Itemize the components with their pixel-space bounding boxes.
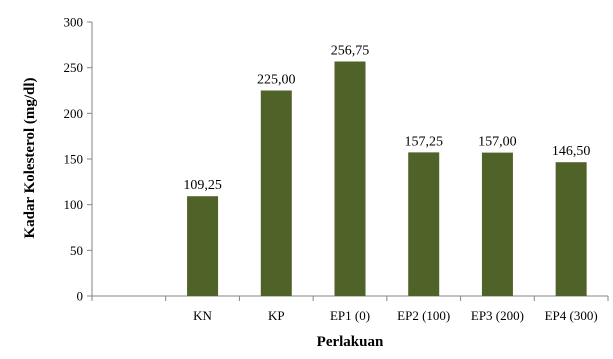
data-label: 157,00 xyxy=(478,135,517,150)
data-label: 225,00 xyxy=(257,73,296,88)
data-label: 109,25 xyxy=(183,178,222,193)
bar xyxy=(334,61,366,297)
x-axis-title: Perlakuan xyxy=(317,334,384,350)
data-label: 256,75 xyxy=(331,44,370,59)
y-tick-label: 200 xyxy=(64,106,84,121)
y-tick-label: 100 xyxy=(64,197,84,212)
y-tick-label: 0 xyxy=(77,289,84,304)
x-tick-label: EP2 (100) xyxy=(397,308,450,323)
bar xyxy=(260,90,292,296)
y-tick-label: 50 xyxy=(70,243,83,258)
y-tick-label: 250 xyxy=(64,60,84,75)
y-tick-label: 150 xyxy=(64,152,84,167)
x-tick-label: KP xyxy=(268,308,285,323)
x-tick-label: KN xyxy=(193,308,212,323)
bar xyxy=(408,152,440,296)
data-label: 146,50 xyxy=(552,144,591,159)
y-tick-label: 300 xyxy=(64,15,84,30)
y-axis-title: Kadar Kolesterol (mg/dl) xyxy=(22,77,38,238)
bar xyxy=(187,196,219,296)
x-tick-label: EP4 (300) xyxy=(545,308,598,323)
bar xyxy=(481,152,513,296)
x-tick-label: EP3 (200) xyxy=(471,308,524,323)
x-tick-label: EP1 (0) xyxy=(330,308,370,323)
data-label: 157,25 xyxy=(404,134,443,149)
bar xyxy=(555,162,587,296)
